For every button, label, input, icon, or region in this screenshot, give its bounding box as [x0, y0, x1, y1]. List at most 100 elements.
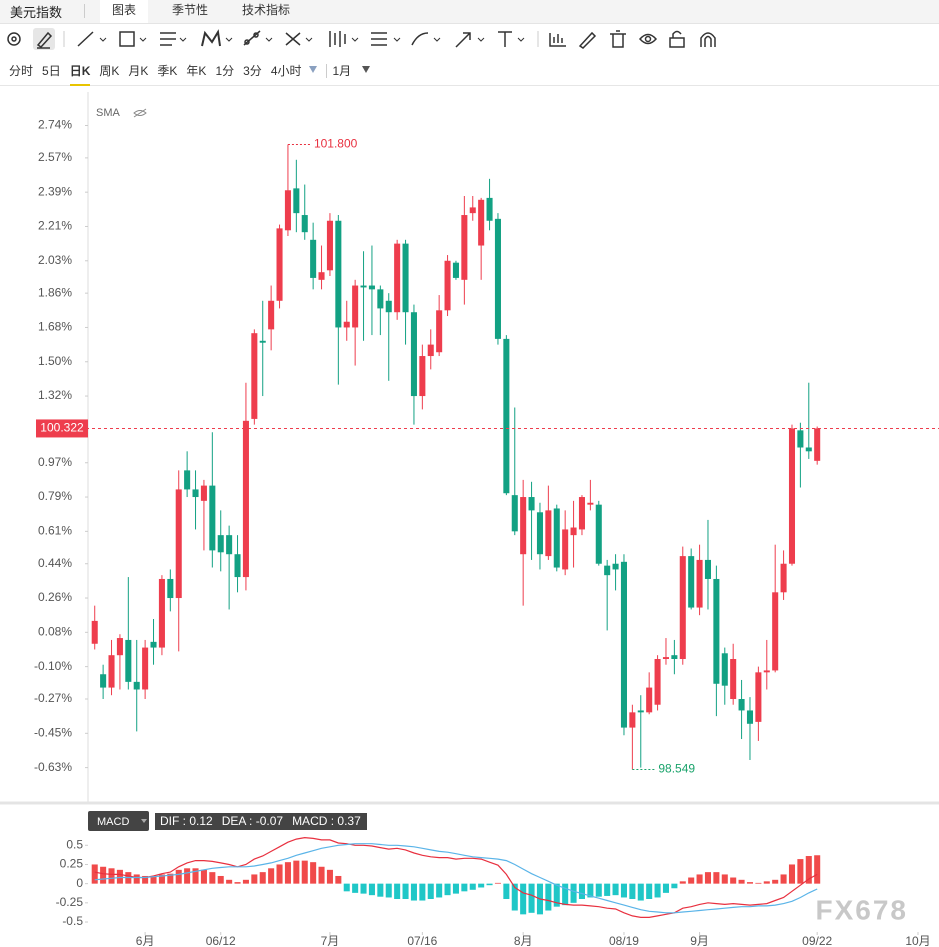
macd-bar	[385, 883, 392, 898]
x-tick-label: 9月	[690, 934, 709, 947]
y-tick-label: 0.08%	[38, 624, 72, 638]
period-button[interactable]: 4小时	[270, 64, 302, 78]
last-price-tag	[36, 419, 88, 438]
tool-pattern[interactable]	[201, 29, 233, 47]
period-button[interactable]: 月K	[128, 64, 149, 78]
candle-body	[436, 310, 443, 353]
tool-edit[interactable]	[578, 31, 597, 49]
tool-parallel[interactable]	[160, 32, 187, 46]
candle-body	[100, 674, 107, 688]
macd-bar	[377, 883, 384, 897]
period-button[interactable]: 5日	[42, 64, 61, 78]
period-button[interactable]: 1分	[215, 64, 235, 78]
y-tick-label: -0.25	[56, 895, 84, 909]
macd-bar	[620, 883, 627, 898]
tool-arrow[interactable]	[455, 32, 485, 48]
macd-bar	[646, 883, 653, 899]
tab[interactable]: 技术指标	[242, 3, 291, 17]
macd-bar	[528, 883, 535, 913]
macd-bar	[310, 862, 317, 884]
macd-bar	[671, 883, 678, 889]
title-bar: 美元指数 图表 季节性 技术指标	[0, 0, 939, 24]
macd-bar	[301, 860, 308, 884]
candle-body	[503, 338, 510, 494]
macd-bar	[805, 856, 812, 884]
macd-bar	[200, 869, 207, 884]
tool-delete[interactable]	[610, 30, 626, 48]
candle-body	[133, 681, 140, 690]
macd-bar	[637, 883, 644, 901]
tool-lock[interactable]	[669, 30, 685, 48]
macd-bar	[469, 883, 476, 890]
macd-bar	[209, 872, 216, 884]
candle-body	[629, 712, 636, 728]
tool-text[interactable]	[498, 31, 525, 47]
candle-body	[209, 485, 216, 551]
macd-bar	[419, 883, 426, 901]
x-tick-label: 6月	[136, 934, 155, 947]
period-button[interactable]: 分时	[9, 64, 34, 78]
y-tick-label: 0.5	[66, 837, 83, 851]
macd-bar	[545, 883, 552, 911]
tab[interactable]: 季节性	[172, 3, 209, 17]
y-tick-label: 0.44%	[38, 556, 72, 570]
dropdown-arrow[interactable]	[308, 66, 317, 73]
tool-indicator[interactable]	[549, 33, 566, 47]
candle-body	[738, 699, 745, 711]
macd-bar	[595, 883, 602, 897]
candle-body	[352, 285, 359, 328]
candle-body	[604, 565, 611, 576]
tool-brush[interactable]	[411, 32, 441, 46]
macd-bar	[536, 883, 543, 915]
candle-body	[142, 647, 149, 690]
candle-body	[646, 687, 653, 713]
candle-body	[419, 356, 426, 397]
period-button[interactable]: 季K	[157, 64, 178, 78]
tool-rect[interactable]	[119, 31, 147, 47]
candle-body	[410, 312, 417, 397]
period-button[interactable]: 3分	[243, 64, 262, 78]
macd-bar	[293, 860, 300, 884]
tool-range[interactable]	[371, 32, 401, 46]
period-button[interactable]: 周K	[99, 64, 120, 78]
candle-body	[150, 641, 157, 648]
macd-bar	[578, 883, 585, 899]
tool-visibility[interactable]	[638, 33, 658, 45]
tool-cross[interactable]	[285, 32, 313, 46]
candle-body	[520, 497, 527, 555]
tool-line[interactable]	[77, 31, 107, 47]
macd-bar	[133, 874, 140, 884]
tool-magnet-circle[interactable]	[7, 32, 21, 46]
instrument-title: 美元指数	[10, 5, 63, 20]
candle-body	[184, 470, 191, 490]
macd-bar	[276, 864, 283, 884]
candle-body	[402, 243, 409, 313]
candle-body	[486, 197, 493, 221]
period-button[interactable]: 1月	[332, 64, 352, 78]
macd-bar	[570, 883, 577, 903]
macd-bar	[91, 864, 98, 884]
tab[interactable]: 图表	[100, 0, 149, 23]
tool-bars[interactable]	[329, 31, 359, 47]
macd-bar	[612, 883, 619, 896]
candle-body	[461, 215, 468, 280]
dropdown-arrow[interactable]	[362, 66, 371, 73]
tool-magnet[interactable]	[700, 32, 716, 47]
candle-body	[368, 285, 375, 290]
tool-fib[interactable]	[243, 30, 273, 46]
candle-body	[192, 489, 199, 498]
candle-body	[814, 428, 821, 461]
tool-pen[interactable]	[33, 28, 55, 50]
macd-bar	[478, 883, 485, 888]
candle-body	[654, 659, 661, 705]
candle-body	[746, 710, 754, 724]
macd-bar	[251, 874, 258, 884]
macd-bar	[326, 869, 333, 884]
candle-body	[478, 199, 485, 246]
period-button[interactable]: 日K	[69, 62, 91, 86]
period-button[interactable]: 年K	[186, 64, 207, 78]
macd-bar	[192, 868, 199, 884]
macd-bar	[284, 862, 291, 884]
macd-bar	[402, 883, 409, 899]
candle-body	[343, 321, 350, 328]
